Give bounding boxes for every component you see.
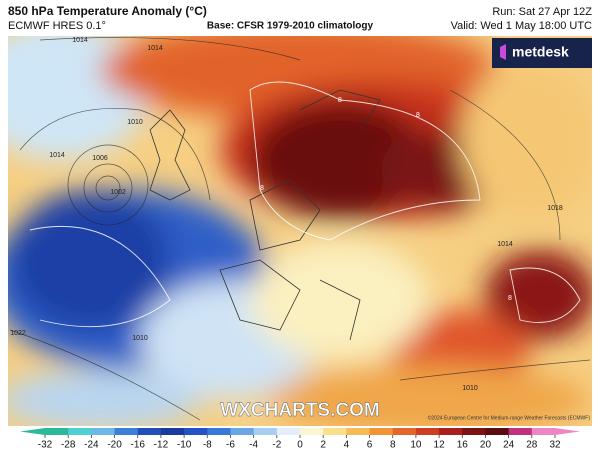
logo-box xyxy=(492,38,592,68)
colorbar-tick-label: 28 xyxy=(526,440,538,451)
contour-label: 1014 xyxy=(497,241,513,248)
colorbar-segment xyxy=(439,428,463,435)
contour-label: 1014 xyxy=(147,45,163,52)
colorbar-segment xyxy=(462,428,486,435)
colorbar-tick-label: -28 xyxy=(61,440,76,451)
colorbar-tick-label: 32 xyxy=(549,440,561,451)
colorbar-tick-label: 0 xyxy=(297,440,303,451)
watermark: WXCHARTS.COM xyxy=(220,400,379,421)
base: Base: CFSR 1979-2010 climatology xyxy=(207,21,374,32)
model: ECMWF HRES 0.1° xyxy=(8,20,106,32)
title: 850 hPa Temperature Anomaly (°C) xyxy=(8,4,207,18)
contour-label: 8 xyxy=(416,112,420,119)
contour-label: 8 xyxy=(260,185,264,192)
colorbar-tick-label: 24 xyxy=(503,440,515,451)
colorbar-tick-label: 2 xyxy=(320,440,326,451)
colorbar-segment xyxy=(253,428,278,435)
contour-label: 8 xyxy=(338,97,342,104)
copyright: ©2024 European Centre for Medium-range W… xyxy=(428,414,591,421)
colorbar-segment xyxy=(91,428,116,435)
colorbar-tick-label: -8 xyxy=(203,440,212,451)
colorbar-segment xyxy=(369,428,394,435)
run: Run: Sat 27 Apr 12Z xyxy=(492,6,592,18)
colorbar-segment xyxy=(415,428,440,435)
logo-icon xyxy=(500,44,506,60)
colorbar-tick-label: -6 xyxy=(226,440,235,451)
colorbar-segment xyxy=(114,428,139,435)
colorbar-tick-label: 6 xyxy=(367,440,373,451)
colorbar-segment xyxy=(276,428,301,435)
colorbar-tick-label: 16 xyxy=(457,440,469,451)
colorbar-tick-label: -24 xyxy=(84,440,99,451)
contour-label: 1006 xyxy=(92,155,108,162)
colorbar-arrow-left xyxy=(20,428,45,435)
colorbar-tick-label: -4 xyxy=(249,440,258,451)
contour-label: 1014 xyxy=(72,37,88,44)
colorbar-tick-label: 10 xyxy=(410,440,422,451)
colorbar-arrow-right xyxy=(555,428,580,435)
contour-label: 1002 xyxy=(110,189,126,196)
contour-label: 1014 xyxy=(49,152,65,159)
colorbar-segment xyxy=(68,428,92,435)
colorbar-tick-label: 20 xyxy=(480,440,492,451)
valid: Valid: Wed 1 May 18:00 UTC xyxy=(451,20,592,32)
colorbar-tick-label: -10 xyxy=(177,440,192,451)
colorbar-segment xyxy=(346,428,371,435)
contour-label: 1022 xyxy=(10,330,26,337)
colorbar-segment xyxy=(230,428,255,435)
contour-label: 1010 xyxy=(462,385,478,392)
contour-label: 8 xyxy=(508,295,512,302)
colorbar-tick-label: 8 xyxy=(390,440,396,451)
colorbar-segment xyxy=(485,428,510,435)
colorbar-tick-label: -20 xyxy=(107,440,122,451)
colorbar-tick-label: -16 xyxy=(131,440,146,451)
colorbar-segment xyxy=(323,428,347,435)
colorbar-segment xyxy=(531,428,556,435)
colorbar: -32 -28 -24 -20 -16 -12 -10 -8 -6 -4 -2 0 2 4 6 8 10 12 16… xyxy=(20,428,580,451)
colorbar-segment xyxy=(184,428,208,435)
colorbar-segment xyxy=(45,428,69,435)
colorbar-segment xyxy=(508,428,533,435)
contour-label: 1010 xyxy=(132,335,148,342)
map: 1014 1014 1010 1006 1002 1014 1018 1022 1010 1010… xyxy=(8,36,592,426)
colorbar-tick-label: -2 xyxy=(272,440,281,451)
colorbar-segment xyxy=(137,428,162,435)
colorbar-segment xyxy=(160,428,185,435)
colorbar-segment xyxy=(207,428,231,435)
colorbar-segment xyxy=(300,428,324,435)
contour-label: 1010 xyxy=(127,119,143,126)
colorbar-tick-label: -12 xyxy=(154,440,169,451)
colorbar-tick-label: -32 xyxy=(38,440,53,451)
colorbar-tick-label: 4 xyxy=(344,440,350,451)
contour-label: 1018 xyxy=(547,205,563,212)
colorbar-segment xyxy=(392,428,417,435)
colorbar-tick-label: 12 xyxy=(434,440,446,451)
logo: metdesk xyxy=(512,44,569,60)
